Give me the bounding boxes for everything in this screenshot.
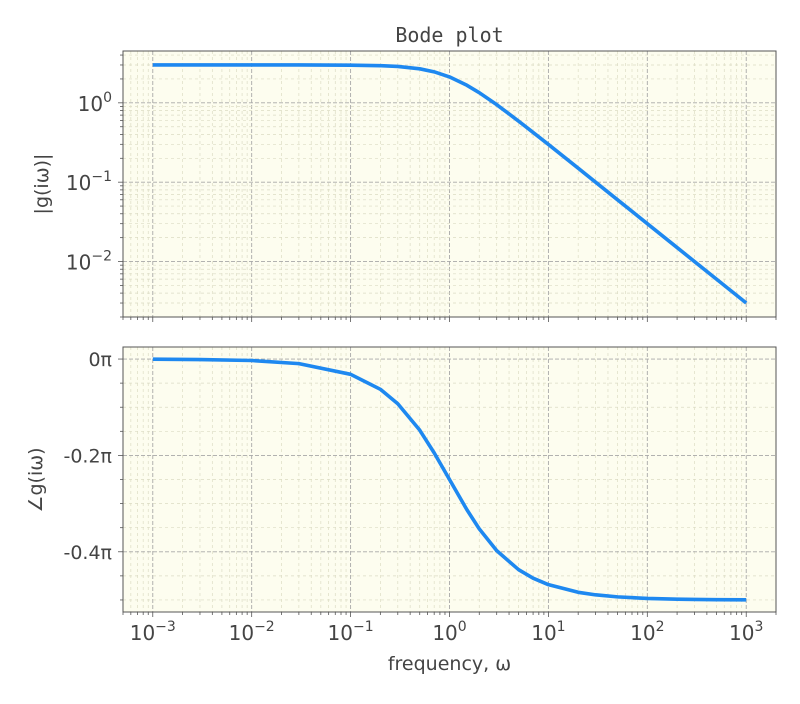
magnitude-series-group [152, 63, 748, 305]
magnitude-series-line [152, 63, 748, 305]
magnitude-y-tick-label: 10−2 [66, 249, 112, 275]
phase-series-line [152, 357, 747, 602]
x-tick-label: 10−1 [328, 619, 374, 645]
magnitude-y-tick-label: 10−1 [66, 169, 112, 195]
magnitude-grid [122, 51, 777, 318]
phase-y-tick-label: 0π [88, 349, 112, 371]
x-tick-label: 10−3 [130, 619, 176, 645]
phase-panel: 0π -0.2π -0.4π 10−3 10−2 10−1 100 101 102 103 ∠g(… [25, 346, 777, 675]
x-tick-label: 101 [531, 619, 565, 645]
magnitude-y-tick-label: 100 [78, 90, 112, 116]
phase-ticks: 0π -0.2π -0.4π 10−3 10−2 10−1 100 101 102 103 [63, 349, 777, 645]
x-tick-label: 103 [729, 619, 763, 645]
phase-series-group [152, 357, 747, 602]
x-tick-label: 100 [432, 619, 466, 645]
chart-title: Bode plot [395, 23, 503, 47]
magnitude-panel: 100 10−1 10−2 Bode plot |g(iω)| [31, 23, 777, 322]
magnitude-y-axis-label: |g(iω)| [31, 154, 53, 215]
x-axis-label: frequency, ω [388, 653, 511, 675]
x-tick-label: 102 [630, 619, 664, 645]
x-tick-label: 10−2 [229, 619, 275, 645]
magnitude-ticks: 100 10−1 10−2 [66, 54, 777, 322]
phase-y-tick-label: -0.2π [63, 445, 112, 467]
phase-y-tick-label: -0.4π [63, 542, 112, 564]
phase-y-axis-label: ∠g(iω) [25, 447, 47, 512]
